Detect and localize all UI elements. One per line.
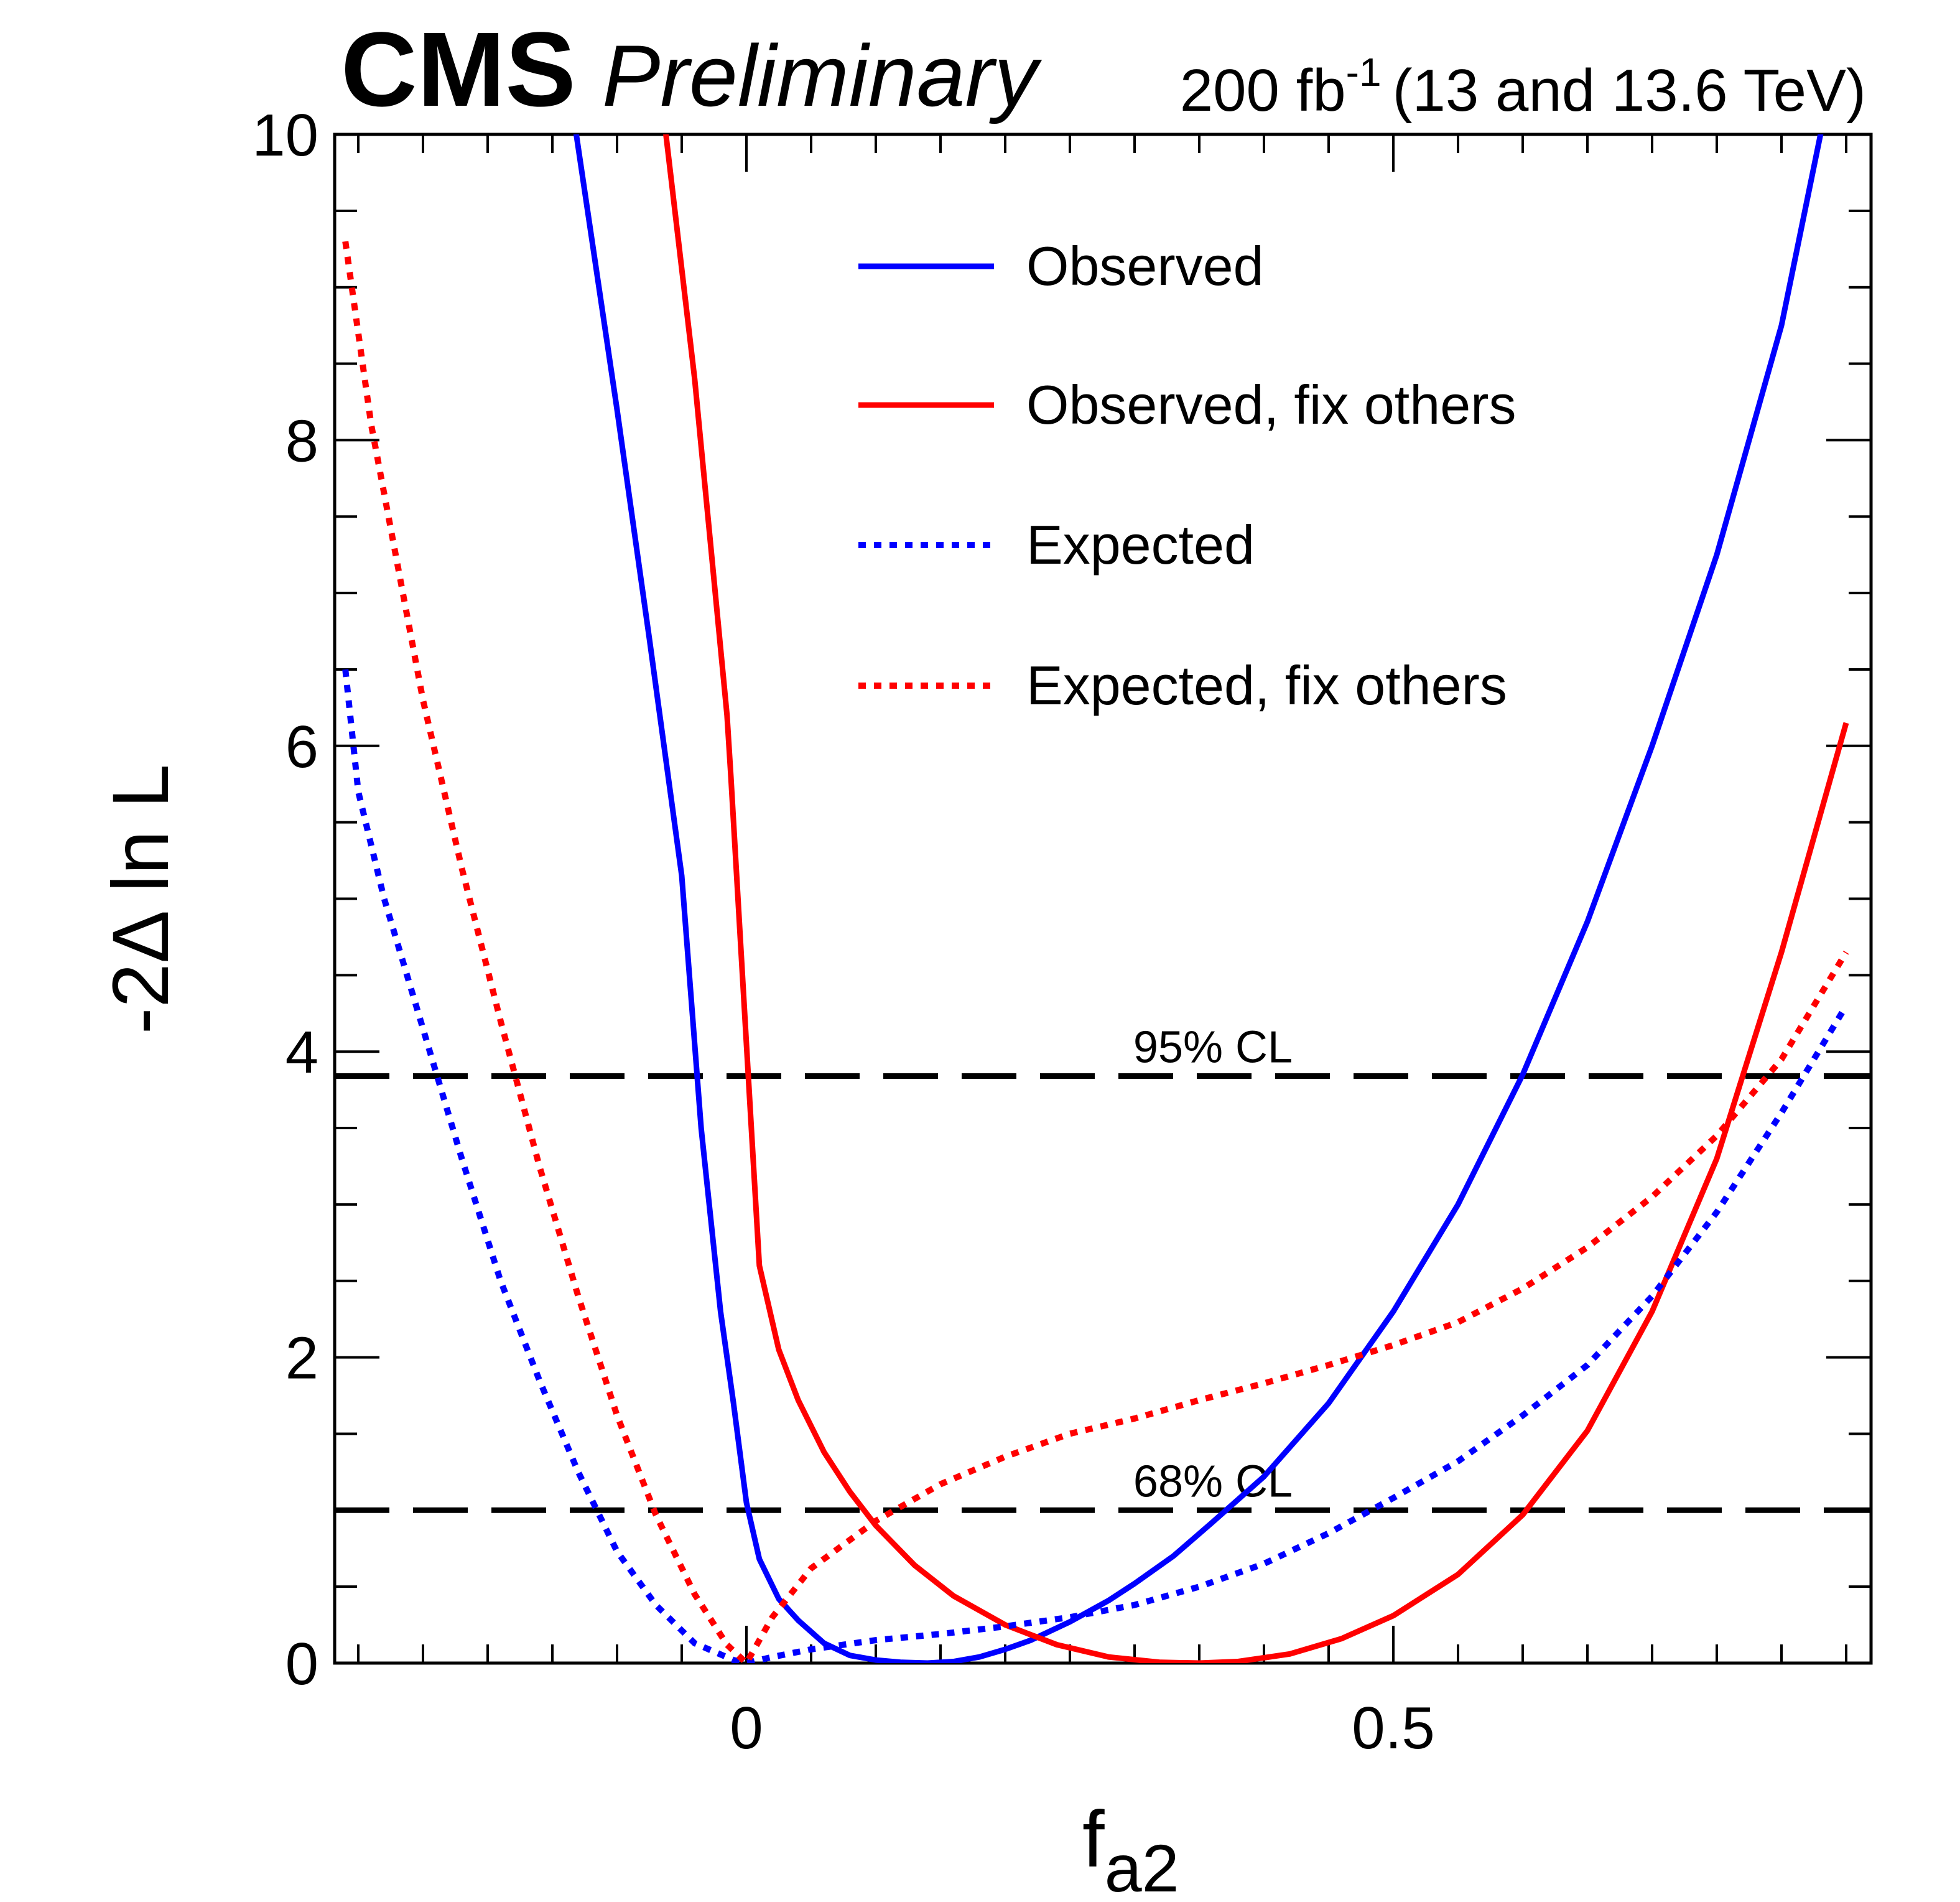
- luminosity-energy-label: 200 fb-1 (13 and 13.6 TeV): [1180, 50, 1866, 124]
- y-tick-label: 4: [286, 1019, 318, 1086]
- y-tick-label: 0: [286, 1631, 318, 1697]
- legend-label: Expected: [1026, 514, 1255, 576]
- x-tick-label: 0.5: [1352, 1695, 1434, 1761]
- x-axis-title-main: f: [1082, 1795, 1105, 1884]
- y-tick-label: 2: [286, 1325, 318, 1392]
- y-tick-label: 8: [286, 408, 318, 474]
- x-tick-label: 0: [730, 1695, 763, 1761]
- x-axis-title: fa2: [1082, 1795, 1179, 1902]
- y-tick-label: 10: [252, 102, 318, 169]
- series-line-expected: [342, 669, 1849, 1663]
- legend: Observed Observed, fix others Expected Expe…: [858, 235, 1516, 716]
- confidence-level-lines: 95% CL 68% CL: [335, 1023, 1871, 1513]
- energy-label: (13 and 13.6 TeV): [1393, 57, 1866, 124]
- x-axis-title-subscript: a2: [1105, 1830, 1179, 1902]
- experiment-label: CMS: [341, 11, 576, 129]
- series-line-observed: [573, 134, 1824, 1663]
- y-axis-title: -2Δ ln L: [96, 764, 185, 1034]
- cl-line-label: 68% CL: [1133, 1457, 1293, 1506]
- axis-ticks: [335, 133, 1871, 1664]
- likelihood-curves: [342, 134, 1849, 1663]
- status-label: Preliminary: [602, 27, 1043, 124]
- tick-labels: 0 0.5 0 2 4 6 8 10: [252, 102, 1435, 1761]
- series-line-expected-fix-others: [342, 241, 1849, 1663]
- y-tick-label: 6: [286, 714, 318, 780]
- lumi-exponent: -1: [1346, 50, 1382, 95]
- legend-label: Observed: [1026, 235, 1264, 297]
- legend-label: Expected, fix others: [1026, 655, 1507, 716]
- lumi-value: 200 fb: [1180, 57, 1346, 124]
- legend-label: Observed, fix others: [1026, 374, 1516, 436]
- series-line-observed-fix-others: [663, 134, 1849, 1663]
- cl-line-label: 95% CL: [1133, 1023, 1293, 1073]
